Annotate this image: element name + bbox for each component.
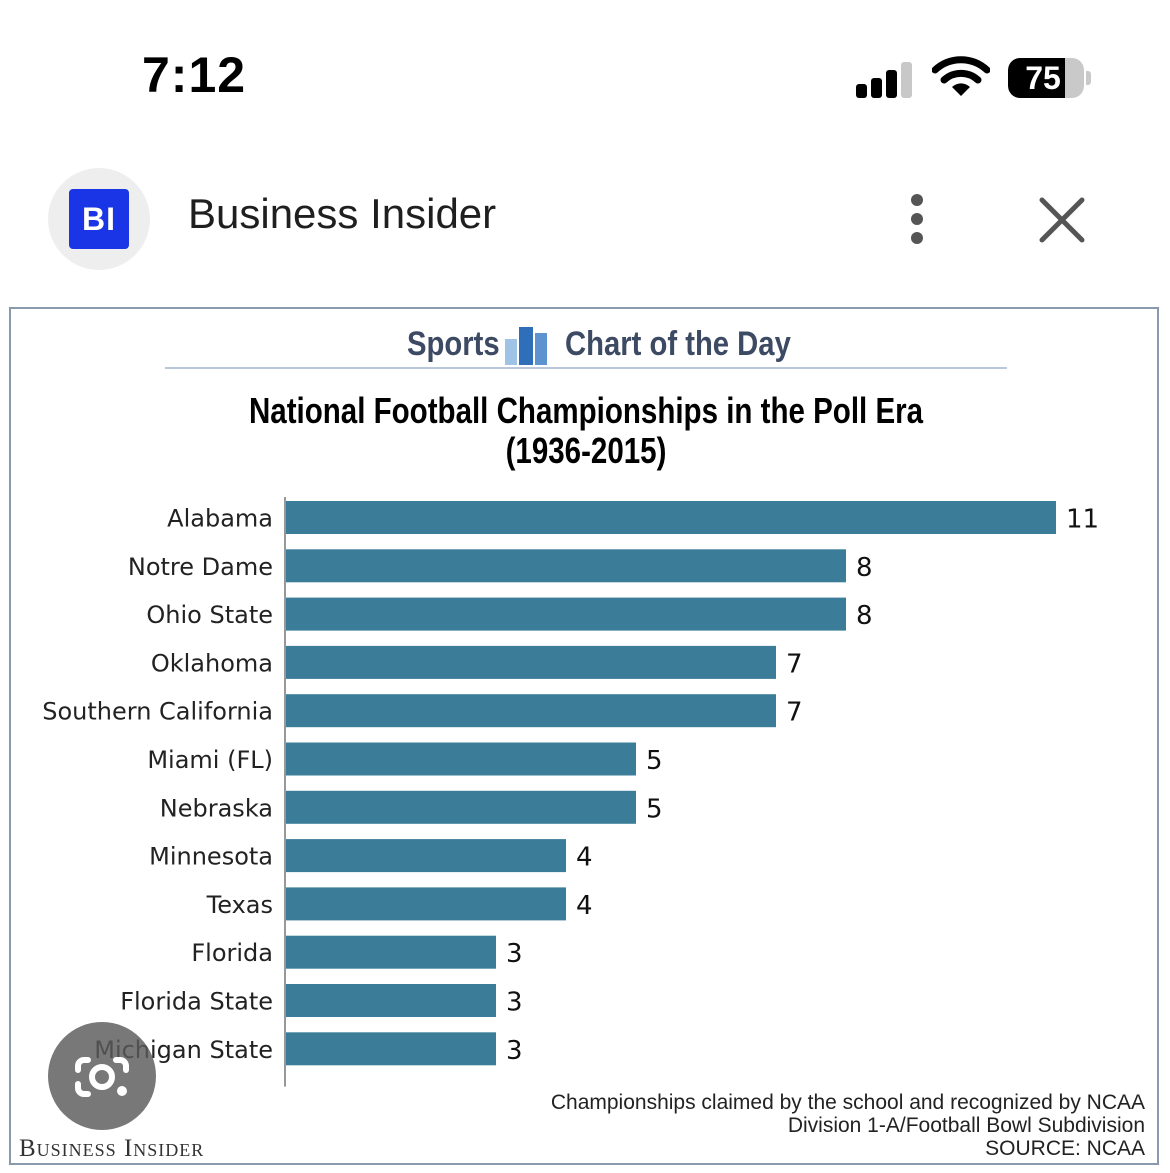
- bar: [286, 694, 776, 728]
- chart-title: National Football Championships in the P…: [248, 390, 924, 431]
- status-bar: 7:12 75: [0, 0, 1170, 140]
- category-label: Florida: [191, 939, 273, 967]
- category-label: Texas: [206, 891, 273, 919]
- business-insider-wordmark: Business Insider: [19, 1135, 205, 1162]
- bar-chart-icon: [505, 327, 547, 365]
- battery-icon: 75: [1008, 58, 1084, 98]
- data-label: 8: [856, 553, 873, 583]
- bar: [286, 645, 776, 679]
- data-label: 3: [506, 1036, 523, 1066]
- footnote-line: Championships claimed by the school and …: [550, 1091, 1145, 1114]
- category-label: Nebraska: [160, 794, 273, 822]
- bar-plot: Alabama 11 Notre Dame 8 Ohio State 8 Oklahoma 7…: [42, 497, 1099, 1087]
- bar: [286, 839, 566, 873]
- lens-icon: [75, 1057, 129, 1097]
- kicker-divider: [165, 367, 1007, 369]
- cellular-signal-icon: [856, 58, 916, 98]
- close-icon[interactable]: [1036, 194, 1088, 246]
- data-label: 8: [856, 601, 873, 631]
- bar: [286, 1032, 496, 1066]
- bar: [286, 790, 636, 824]
- battery-nub: [1086, 71, 1091, 85]
- app-header: BI Business Insider: [0, 160, 1170, 280]
- bar: [286, 742, 636, 776]
- chart-kicker: Sports Chart of the Day: [11, 325, 1161, 369]
- footnote-line: Division 1-A/Football Bowl Subdivision: [787, 1114, 1145, 1137]
- bar: [286, 501, 1056, 534]
- bar: [286, 935, 496, 969]
- data-label: 3: [506, 988, 523, 1018]
- data-label: 5: [646, 746, 663, 776]
- category-label: Miami (FL): [147, 746, 273, 774]
- category-label: Southern California: [42, 698, 273, 726]
- bi-logo-icon: BI: [69, 189, 129, 249]
- data-label: 4: [576, 843, 593, 873]
- status-time: 7:12: [142, 47, 247, 103]
- category-label: Florida State: [120, 988, 273, 1016]
- google-lens-button[interactable]: [48, 1022, 156, 1130]
- wifi-icon: [932, 56, 990, 96]
- data-label: 7: [786, 698, 803, 728]
- chart-footnote: Championships claimed by the school and …: [551, 1091, 1145, 1160]
- site-title: Business Insider: [188, 190, 497, 237]
- chart-title-block: National Football Championships in the P…: [11, 391, 1161, 471]
- chart-image[interactable]: Sports Chart of the Day National Footbal…: [9, 307, 1159, 1165]
- data-label: 5: [646, 794, 663, 824]
- bar: [286, 549, 846, 583]
- category-label: Notre Dame: [128, 553, 273, 581]
- data-label: 7: [786, 649, 803, 679]
- battery-level: 75: [1025, 60, 1061, 96]
- bar: [286, 597, 846, 631]
- chart-subtitle: (1936-2015): [505, 430, 667, 471]
- more-options-icon[interactable]: [902, 194, 932, 244]
- bar: [286, 887, 566, 921]
- source-line: SOURCE: NCAA: [985, 1137, 1145, 1160]
- category-label: Oklahoma: [151, 649, 273, 677]
- kicker-sports: Sports: [407, 325, 500, 363]
- category-label: Minnesota: [149, 843, 273, 871]
- data-label: 4: [576, 891, 593, 921]
- data-label: 11: [1066, 505, 1099, 535]
- bar: [286, 984, 496, 1017]
- data-label: 3: [506, 939, 523, 969]
- kicker-chart-of-the-day: Chart of the Day: [565, 325, 791, 363]
- site-logo[interactable]: BI: [48, 168, 150, 270]
- category-label: Ohio State: [146, 601, 273, 629]
- category-label: Alabama: [167, 505, 273, 533]
